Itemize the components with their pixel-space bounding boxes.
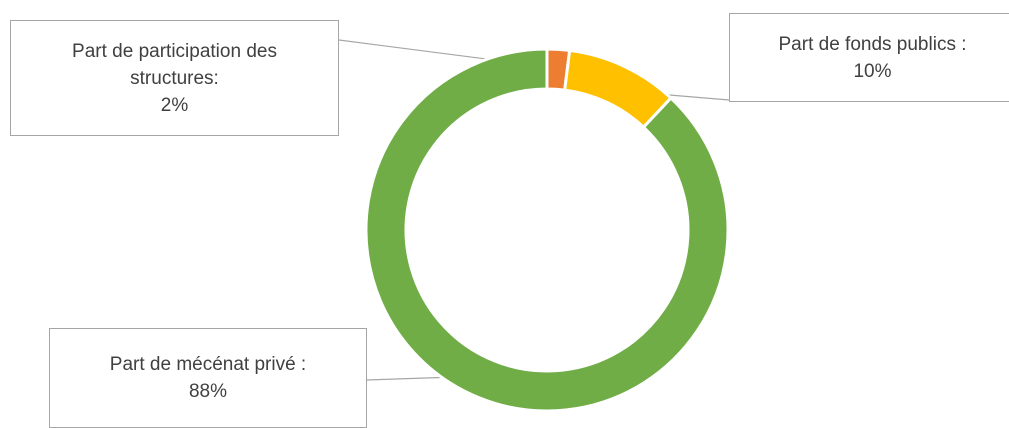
data-label-mecenat-prive-value: 88% <box>188 381 228 402</box>
data-label-mecenat-prive: Part de mécénat privé : 88% <box>49 328 367 428</box>
data-label-fonds-publics-value: 10% <box>853 60 892 82</box>
slice-mecenat-prive <box>364 47 730 413</box>
data-label-fonds-publics-line-1: Part de fonds publics : <box>778 33 967 55</box>
donut-chart <box>338 39 730 413</box>
data-label-structures-value: 2% <box>160 94 189 116</box>
data-label-structures-line-1: Part de participation des <box>72 40 277 62</box>
data-label-structures-line-2: structures: <box>130 67 219 89</box>
data-label-mecenat-prive-line-1: Part de mécénat privé : <box>109 354 307 375</box>
donut-slices <box>364 47 730 413</box>
data-label-structures: Part de participation des structures: 2% <box>10 20 339 136</box>
data-label-fonds-publics: Part de fonds publics : 10% <box>729 13 1009 102</box>
